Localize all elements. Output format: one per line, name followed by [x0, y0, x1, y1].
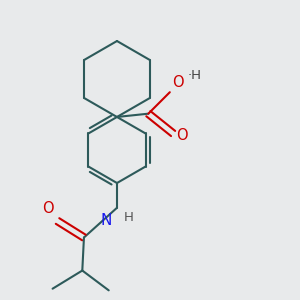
- Text: O: O: [42, 201, 54, 216]
- Text: O: O: [172, 75, 184, 90]
- Text: N: N: [100, 213, 112, 228]
- Text: H: H: [124, 211, 134, 224]
- Text: O: O: [176, 128, 188, 142]
- Text: ·H: ·H: [188, 69, 202, 82]
